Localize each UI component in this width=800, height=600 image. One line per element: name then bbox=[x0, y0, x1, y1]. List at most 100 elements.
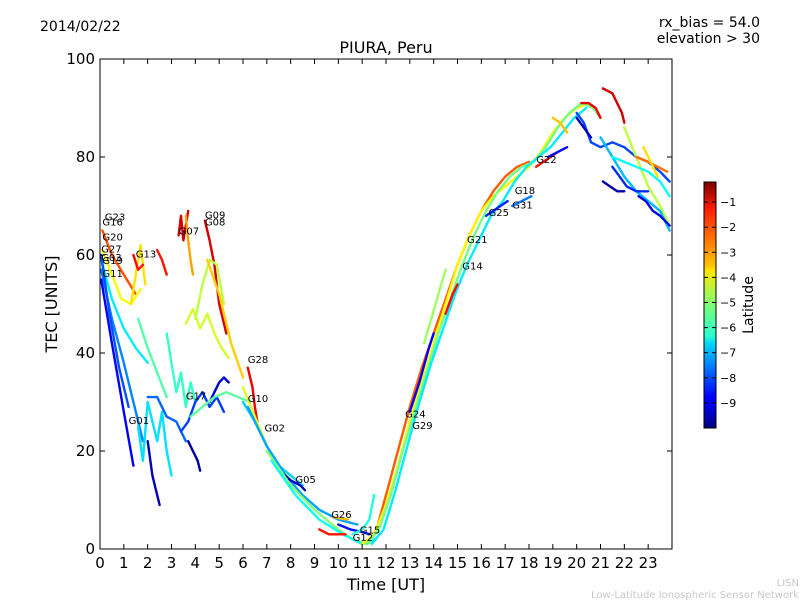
satellite-label-g12: G12 bbox=[353, 533, 373, 544]
satellite-label-g21: G21 bbox=[467, 235, 487, 246]
series-line-41 bbox=[422, 268, 447, 345]
y-tick-label: 80 bbox=[76, 148, 95, 166]
x-tick-label: 3 bbox=[167, 554, 177, 572]
satellite-label-g17: G17 bbox=[186, 392, 206, 403]
series-line-21 bbox=[203, 219, 228, 335]
series-line-43 bbox=[484, 199, 509, 218]
series-line-11 bbox=[136, 400, 173, 477]
colorbar-tick-label: −4 bbox=[720, 271, 736, 284]
elevation-label: elevation > 30 bbox=[657, 31, 760, 47]
x-tick-label: 10 bbox=[329, 554, 348, 572]
series-line-55 bbox=[601, 180, 626, 193]
series-line-56 bbox=[611, 155, 671, 198]
date-label: 2014/02/22 bbox=[40, 19, 121, 35]
series-line-9 bbox=[155, 248, 168, 276]
x-tick-label: 22 bbox=[615, 554, 634, 572]
series-line-46 bbox=[546, 145, 569, 159]
x-tick-label: 16 bbox=[472, 554, 491, 572]
satellite-label-g28: G28 bbox=[248, 355, 268, 366]
series-line-12 bbox=[146, 440, 161, 507]
satellite-label-g05: G05 bbox=[295, 475, 315, 486]
x-tick-label: 4 bbox=[191, 554, 201, 572]
satellite-label-g07: G07 bbox=[179, 226, 199, 237]
series-line-38 bbox=[365, 101, 602, 546]
x-tick-label: 17 bbox=[496, 554, 515, 572]
satellite-label-g23: G23 bbox=[105, 213, 125, 224]
rx-bias-label: rx_bias = 54.0 bbox=[659, 15, 760, 31]
colorbar-tick-label: −2 bbox=[720, 221, 736, 234]
series-line-36 bbox=[365, 160, 531, 546]
series-line-2 bbox=[101, 248, 142, 306]
series-line-32 bbox=[318, 528, 347, 536]
series-line-59 bbox=[637, 194, 671, 227]
series-line-22 bbox=[194, 258, 226, 320]
colorbar-tick-label: −5 bbox=[720, 296, 736, 309]
colorbar-tick-label: −8 bbox=[720, 372, 736, 385]
x-tick-label: 13 bbox=[400, 554, 419, 572]
series-line-47 bbox=[551, 116, 569, 134]
series-line-54 bbox=[611, 165, 650, 193]
satellite-label-g26: G26 bbox=[331, 510, 351, 521]
series-layer bbox=[100, 87, 671, 546]
x-tick-label: 9 bbox=[310, 554, 320, 572]
series-line-48 bbox=[580, 101, 602, 120]
satellite-label-g08: G08 bbox=[205, 218, 225, 229]
series-line-28 bbox=[246, 405, 359, 526]
colorbar-ticks: −1 −2 −3 −4 −5 −6 −7 −8 −9 bbox=[704, 196, 736, 410]
x-axis-label: Time [UT] bbox=[346, 575, 425, 594]
series-line-58 bbox=[642, 145, 659, 178]
colorbar: −1 −2 −3 −4 −5 −6 −7 −8 −9 Latitude bbox=[703, 181, 757, 429]
series-line-42 bbox=[444, 283, 459, 315]
x-tick-label: 1 bbox=[119, 554, 129, 572]
satellite-label-g03: G03 bbox=[101, 253, 121, 264]
x-tick-label: 6 bbox=[238, 554, 248, 572]
satellite-label-g02: G02 bbox=[265, 423, 285, 434]
satellite-label-g31: G31 bbox=[512, 201, 532, 212]
series-line-8 bbox=[132, 253, 145, 271]
satellite-label-g25: G25 bbox=[489, 208, 509, 219]
x-tick-label: 0 bbox=[95, 554, 105, 572]
satellite-label-g01: G01 bbox=[129, 416, 149, 427]
series-line-51 bbox=[601, 87, 626, 124]
series-line-34 bbox=[337, 523, 371, 536]
series-line-1 bbox=[101, 229, 138, 296]
series-line-16 bbox=[184, 214, 195, 276]
footer-lisn: LISN bbox=[777, 578, 799, 589]
series-line-19 bbox=[186, 440, 202, 472]
series-line-14 bbox=[165, 332, 197, 409]
series-line-24 bbox=[189, 391, 252, 418]
x-tick-label: 15 bbox=[448, 554, 467, 572]
x-tick-label: 23 bbox=[639, 554, 658, 572]
y-tick-label: 40 bbox=[76, 344, 95, 362]
series-line-39 bbox=[370, 106, 588, 546]
x-tick-label: 19 bbox=[543, 554, 562, 572]
satellite-label-g14: G14 bbox=[462, 262, 482, 273]
colorbar-label: Latitude bbox=[741, 276, 757, 334]
colorbar-tick-label: −6 bbox=[720, 322, 736, 335]
satellite-label-g15: G15 bbox=[360, 525, 380, 536]
y-tick-label: 0 bbox=[85, 540, 95, 558]
x-tick-label: 20 bbox=[567, 554, 586, 572]
colorbar-gradient bbox=[703, 181, 717, 429]
colorbar-tick-label: −3 bbox=[720, 246, 736, 259]
satellite-label-g22: G22 bbox=[536, 155, 556, 166]
satellite-label-g11: G11 bbox=[102, 269, 122, 280]
x-tick-label: 5 bbox=[214, 554, 224, 572]
series-line-13 bbox=[146, 395, 188, 443]
satellite-label-g27: G27 bbox=[101, 245, 121, 256]
x-tick-label: 21 bbox=[591, 554, 610, 572]
series-line-20 bbox=[208, 376, 230, 404]
chart-title: PIURA, Peru bbox=[339, 38, 432, 57]
y-tick-label: 100 bbox=[66, 50, 95, 68]
x-tick-label: 2 bbox=[143, 554, 153, 572]
satellite-label-g16: G16 bbox=[102, 218, 122, 229]
y-axis-label: TEC [UNITS] bbox=[42, 256, 61, 354]
satellite-label-g09: G09 bbox=[205, 210, 225, 221]
x-tick-label: 18 bbox=[519, 554, 538, 572]
satellite-label-g18: G18 bbox=[515, 186, 535, 197]
x-tick-label: 12 bbox=[376, 554, 395, 572]
satellite-label-g10: G10 bbox=[248, 394, 268, 405]
footer-network: Low-Latitude Ionospheric Sensor Network bbox=[591, 590, 799, 600]
